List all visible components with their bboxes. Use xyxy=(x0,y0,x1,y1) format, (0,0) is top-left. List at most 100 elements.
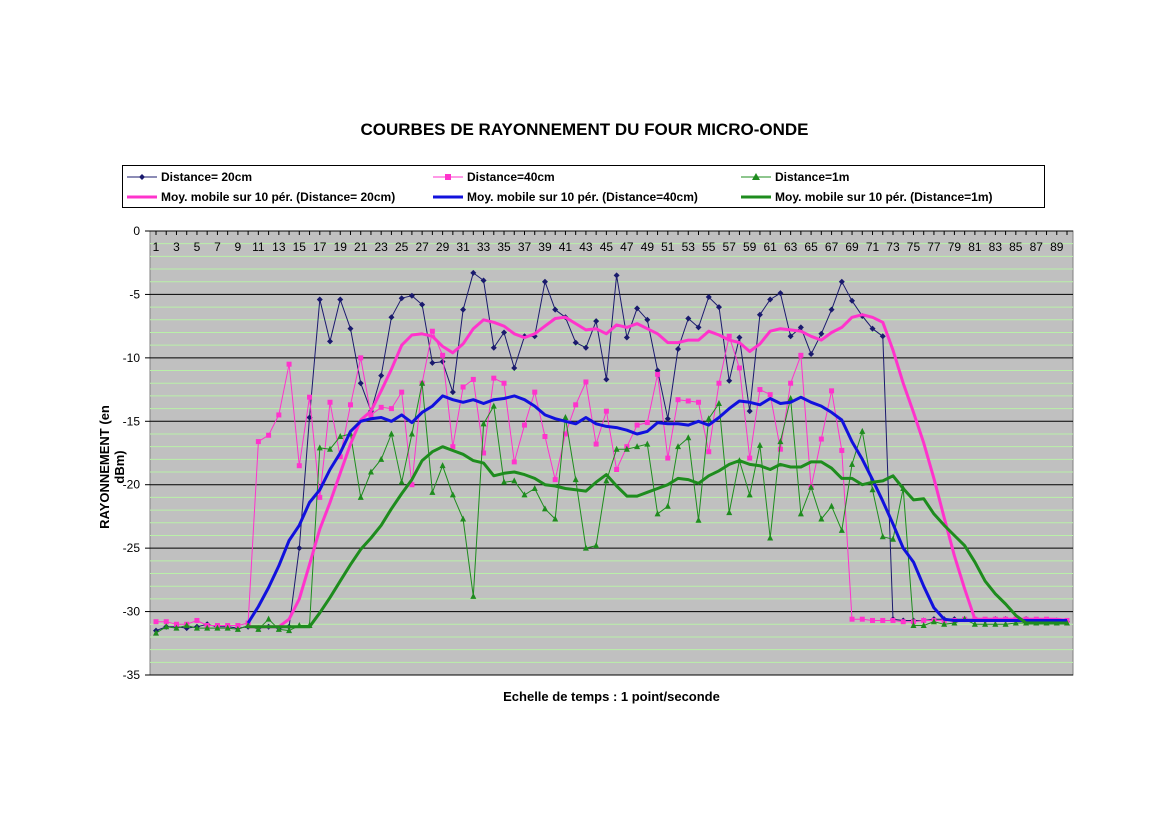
data-point-triangle xyxy=(572,476,579,483)
x-tick-label: 9 xyxy=(235,240,242,254)
data-point-triangle xyxy=(480,420,487,427)
legend-item-series-3: Moy. mobile sur 10 pér. (Distance= 20cm) xyxy=(127,187,395,207)
data-point-diamond xyxy=(705,293,712,300)
data-point-triangle xyxy=(214,624,221,631)
x-tick-label: 33 xyxy=(477,240,491,254)
legend-symbol xyxy=(433,174,463,180)
data-point-triangle xyxy=(654,510,661,517)
data-point-square xyxy=(470,376,476,382)
data-point-triangle xyxy=(552,515,559,522)
x-tick-label: 29 xyxy=(436,240,450,254)
data-point-diamond xyxy=(644,316,651,323)
data-point-square xyxy=(726,333,732,339)
data-point-square xyxy=(368,412,374,418)
data-point-square xyxy=(603,408,609,414)
data-point-triangle xyxy=(930,618,937,625)
x-tick-label: 63 xyxy=(784,240,798,254)
y-tick-label: -25 xyxy=(123,541,141,555)
data-point-square xyxy=(388,406,394,412)
x-tick-label: 87 xyxy=(1030,240,1044,254)
data-point-triangle xyxy=(818,515,825,522)
data-point-triangle xyxy=(582,544,589,551)
data-point-square xyxy=(327,399,333,405)
data-point-square xyxy=(583,379,589,385)
x-tick-label: 55 xyxy=(702,240,716,254)
x-tick-label: 59 xyxy=(743,240,757,254)
data-point-square xyxy=(521,422,527,428)
data-point-diamond xyxy=(439,358,446,365)
y-tick-label: -5 xyxy=(129,287,140,301)
data-point-triangle xyxy=(419,379,426,386)
data-point-triangle xyxy=(982,620,989,627)
y-tick-label: -30 xyxy=(123,605,141,619)
data-point-triangle xyxy=(746,491,753,498)
data-point-diamond xyxy=(337,296,344,303)
series-line-4 xyxy=(246,394,1067,624)
data-point-square xyxy=(307,394,313,400)
data-point-square xyxy=(829,388,835,394)
data-point-triangle xyxy=(705,415,712,422)
data-point-square xyxy=(286,361,292,367)
data-point-diamond xyxy=(726,377,733,384)
data-point-square xyxy=(542,434,548,440)
data-point-triangle xyxy=(286,627,293,634)
data-point-square xyxy=(429,328,435,334)
data-point-square xyxy=(634,422,640,428)
data-point-square xyxy=(880,617,886,623)
data-point-square xyxy=(255,439,261,445)
data-point-triangle xyxy=(828,502,835,509)
data-point-triangle xyxy=(183,622,190,629)
data-point-triangle xyxy=(767,534,774,541)
x-tick-label: 43 xyxy=(579,240,593,254)
data-point-triangle xyxy=(490,402,497,409)
data-point-diamond xyxy=(623,334,630,341)
legend-item-series-4: Moy. mobile sur 10 pér. (Distance=40cm) xyxy=(433,187,698,207)
y-tick-label: -20 xyxy=(123,478,141,492)
data-point-diamond xyxy=(787,333,794,340)
legend-label: Moy. mobile sur 10 pér. (Distance= 20cm) xyxy=(161,190,396,204)
data-point-diamond xyxy=(511,365,518,372)
x-tick-label: 15 xyxy=(293,240,307,254)
x-tick-label: 71 xyxy=(866,240,880,254)
series-line-5 xyxy=(248,445,1067,629)
x-tick-label: 31 xyxy=(456,240,470,254)
data-point-diamond xyxy=(715,304,722,311)
data-point-square xyxy=(358,355,364,361)
data-point-square xyxy=(440,352,446,358)
legend-label: Distance=1m xyxy=(775,170,850,184)
x-tick-label: 7 xyxy=(214,240,221,254)
data-point-square xyxy=(266,432,272,438)
y-axis-label: RAYONNEMENT (en dBm) xyxy=(97,405,127,529)
data-point-square xyxy=(665,455,671,461)
x-tick-label: 85 xyxy=(1009,240,1023,254)
series-line-3 xyxy=(248,313,1068,629)
x-tick-label: 83 xyxy=(989,240,1003,254)
plot-area xyxy=(149,230,1074,676)
data-point-square xyxy=(153,619,159,625)
x-tick-label: 21 xyxy=(354,240,368,254)
data-point-diamond xyxy=(664,415,671,422)
x-tick-label: 17 xyxy=(313,240,327,254)
data-point-diamond xyxy=(849,297,856,304)
data-point-triangle xyxy=(163,623,170,630)
legend-symbol xyxy=(433,195,463,199)
data-point-triangle xyxy=(316,444,323,451)
data-point-square xyxy=(163,619,169,625)
data-point-triangle xyxy=(941,620,948,627)
data-point-square xyxy=(716,380,722,386)
chart-legend: Distance= 20cm Distance=40cm Distance=1m… xyxy=(122,165,1045,208)
x-tick-label: 67 xyxy=(825,240,839,254)
data-point-triangle xyxy=(634,443,641,450)
data-point-square xyxy=(696,399,702,405)
data-point-triangle xyxy=(992,620,999,627)
data-point-square xyxy=(870,617,876,623)
x-tick-label: 49 xyxy=(641,240,655,254)
data-point-diamond xyxy=(828,306,835,313)
data-point-square xyxy=(757,387,763,393)
data-point-diamond xyxy=(746,408,753,415)
data-point-square xyxy=(798,352,804,358)
legend-symbol xyxy=(741,195,771,199)
data-point-triangle xyxy=(275,625,282,632)
data-point-triangle xyxy=(511,477,518,484)
